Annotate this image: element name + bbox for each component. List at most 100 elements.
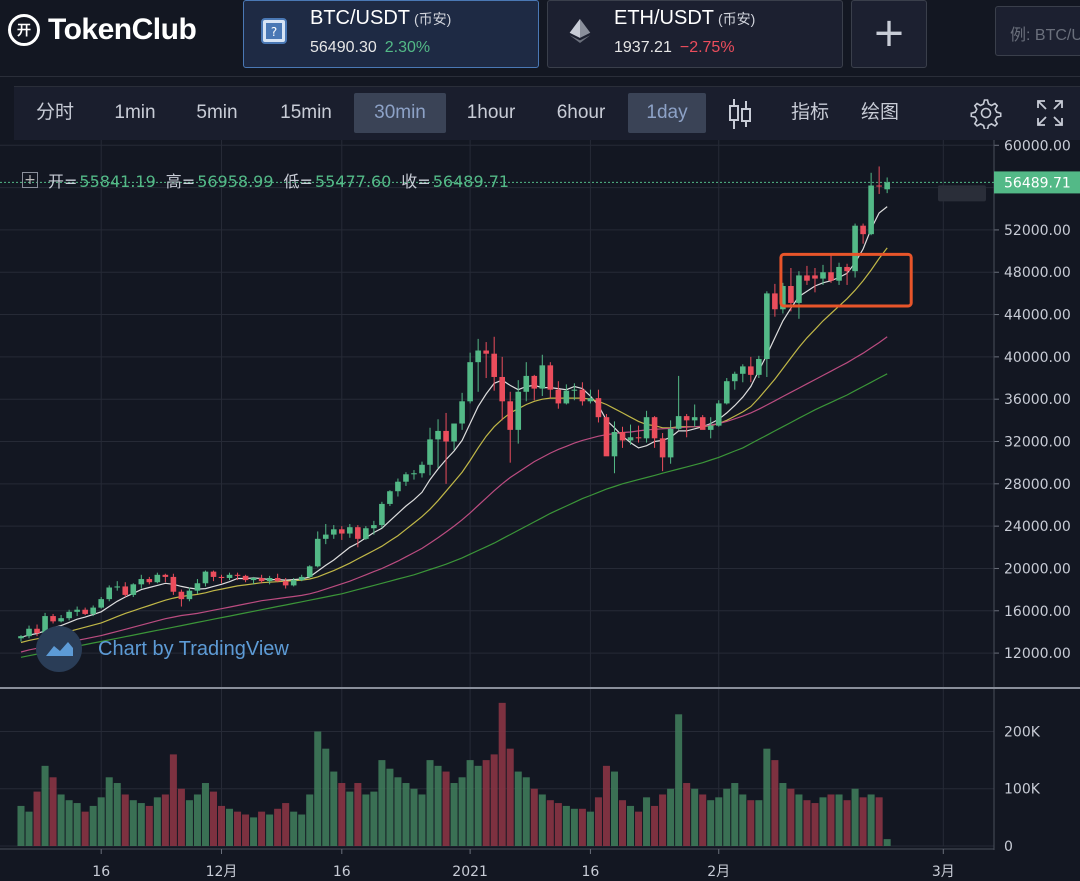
timeframe-fenshi[interactable]: 分时: [35, 102, 74, 123]
candle-body: [515, 391, 522, 430]
candle-body: [34, 628, 40, 633]
volume-bar: [586, 811, 594, 846]
volume-bar: [546, 800, 554, 846]
candles: [18, 166, 890, 642]
volume-bar: [338, 783, 346, 846]
candle-body: [884, 182, 890, 190]
candle-body: [587, 398, 594, 402]
timeframe-15min[interactable]: 15min: [280, 102, 332, 123]
candle-body: [194, 583, 201, 591]
tradingview-watermark[interactable]: Chart by TradingView: [36, 626, 289, 672]
gear-icon[interactable]: [970, 97, 1002, 129]
timeframe-1hour[interactable]: 1hour: [466, 102, 516, 123]
candle-body: [780, 285, 786, 310]
candle-body: [90, 607, 96, 614]
volume-bar: [442, 771, 450, 846]
candle-body: [723, 381, 730, 404]
last-price-label: 56489.71: [1004, 175, 1071, 191]
candle-body: [579, 389, 586, 402]
time-axis: 16 12月 16 2021 16 2月 3月: [92, 849, 955, 880]
candle-body: [563, 390, 570, 404]
volume-bar: [466, 760, 474, 846]
candle-body: [627, 437, 634, 441]
candle-body: [523, 375, 530, 392]
timeframe-1min[interactable]: 1min: [114, 102, 156, 123]
candle-body: [122, 586, 129, 595]
time-tick-label: 16: [333, 864, 351, 880]
candle-body: [339, 529, 345, 534]
candle-body: [258, 577, 265, 582]
volume-bar: [57, 794, 65, 846]
candle-body: [58, 618, 64, 622]
timeframe-1day[interactable]: 1day: [628, 93, 706, 133]
tokenclub-logo[interactable]: 开 TokenClub: [8, 10, 197, 50]
timeframe-6hour[interactable]: 6hour: [556, 102, 606, 123]
ma-line: [20, 206, 888, 638]
candle-body: [290, 580, 297, 586]
volume-bar: [274, 808, 282, 846]
timeframe-5min[interactable]: 5min: [196, 102, 238, 123]
volume-bar: [723, 788, 731, 846]
candle-body: [643, 417, 650, 439]
volume-bars: [17, 702, 891, 846]
volume-bar: [675, 714, 683, 846]
logo-mark-icon: 开: [8, 14, 40, 46]
volume-bar: [570, 808, 578, 846]
ticker-change: −2.75%: [679, 39, 735, 56]
volume-bar: [17, 805, 25, 846]
add-pair-button[interactable]: +: [851, 0, 927, 68]
candle-body: [467, 362, 473, 402]
ticker-change: 2.30%: [384, 39, 431, 56]
volume-bar: [250, 817, 258, 846]
price-chart[interactable]: 60000.0056000.0052000.0048000.0044000.00…: [0, 140, 1080, 881]
volume-bar: [153, 797, 161, 846]
last-price-badge: [994, 171, 1080, 194]
volume-bar: [354, 783, 362, 846]
ticker-price: 56490.30: [310, 39, 377, 56]
volume-bar: [394, 777, 402, 846]
ticker-pair: BTC/USDT: [310, 7, 410, 29]
volume-bar: [402, 783, 410, 846]
moving-averages: [20, 206, 888, 658]
price-tick-label: 36000.00: [1004, 392, 1071, 408]
candle-body: [555, 389, 562, 404]
candle-body: [322, 534, 329, 539]
candle-body: [146, 579, 153, 583]
indicators-button[interactable]: 指标: [790, 102, 829, 123]
volume-bar: [859, 797, 867, 846]
candlestick-type-icon[interactable]: [726, 97, 754, 131]
tradingview-cloud-icon: [36, 626, 82, 672]
volume-bar: [378, 760, 386, 846]
volume-bar: [346, 791, 354, 846]
candle-body: [82, 609, 88, 614]
time-tick-label: 16: [582, 864, 600, 880]
scroll-to-end-control: [938, 185, 986, 202]
draw-button[interactable]: 绘图: [860, 102, 899, 123]
candle-body: [651, 417, 658, 439]
pair-search-input[interactable]: 例: BTC/U: [995, 6, 1080, 56]
candle-body: [154, 574, 161, 583]
candle-body: [250, 577, 257, 581]
volume-bar: [113, 783, 121, 846]
volume-bar: [386, 768, 394, 846]
volume-bar: [330, 771, 338, 846]
candle-body: [812, 275, 818, 279]
timeframe-30min[interactable]: 30min: [354, 93, 446, 133]
collapse-legend-icon[interactable]: +: [22, 172, 38, 188]
candle-body: [539, 365, 546, 389]
volume-bar: [771, 760, 779, 846]
candle-body: [491, 353, 497, 377]
candle-body: [210, 571, 217, 577]
candle-body: [330, 529, 337, 535]
volume-bar: [458, 777, 466, 846]
volume-bar: [522, 777, 530, 846]
fullscreen-icon[interactable]: [1036, 99, 1064, 127]
candle-body: [531, 375, 538, 389]
price-tick-label: 48000.00: [1004, 265, 1071, 281]
close-label: 收=: [401, 172, 431, 191]
candle-body: [114, 586, 121, 588]
ticker-tab-btc[interactable]: ? BTC/USDT (币安) 56490.30 2.30%: [243, 0, 539, 68]
ticker-tab-eth[interactable]: ETH/USDT (币安) 1937.21 −2.75%: [547, 0, 843, 68]
ticker-price: 1937.21: [614, 39, 672, 56]
volume-bar: [667, 788, 675, 846]
